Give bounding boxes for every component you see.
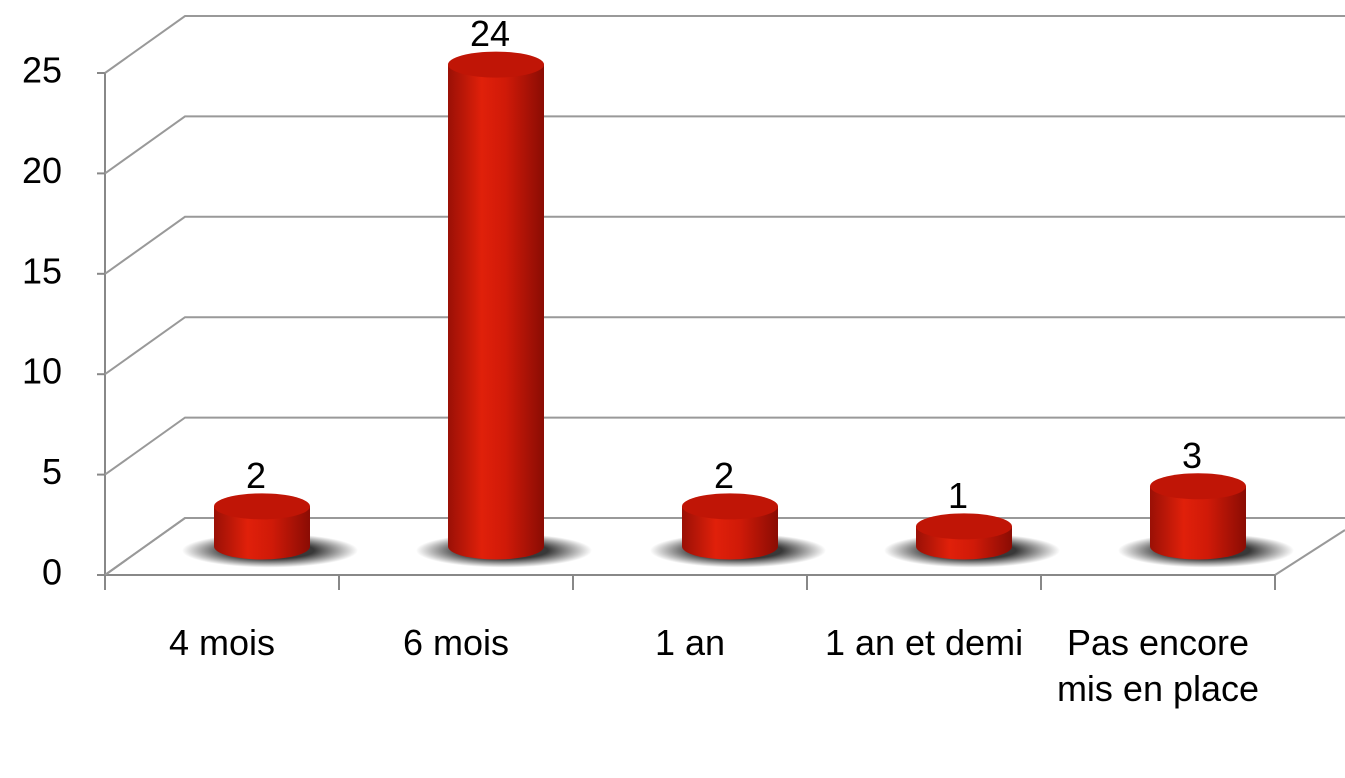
x-tick-label: Pas encore mis en place bbox=[1056, 622, 1260, 709]
y-tick-label: 15 bbox=[22, 250, 62, 291]
bar bbox=[214, 493, 310, 560]
grid-line bbox=[104, 215, 1345, 275]
value-label: 2 bbox=[246, 455, 266, 496]
bar bbox=[916, 513, 1012, 560]
value-label: 2 bbox=[714, 455, 734, 496]
bar bbox=[682, 493, 778, 560]
y-tick-label: 25 bbox=[22, 50, 62, 91]
y-tick-label: 0 bbox=[42, 552, 62, 593]
grid-line bbox=[104, 416, 1345, 476]
y-tick-label: 20 bbox=[22, 150, 62, 191]
bar bbox=[448, 51, 544, 560]
value-label: 24 bbox=[470, 13, 510, 54]
value-label: 3 bbox=[1182, 435, 1202, 476]
bar-top bbox=[1150, 473, 1246, 500]
y-tick-label: 5 bbox=[42, 451, 62, 492]
x-tick-label: 1 an bbox=[654, 622, 726, 663]
x-tick-label: 4 mois bbox=[168, 622, 276, 663]
x-tick-label: 1 an et demi bbox=[824, 622, 1024, 663]
bar-top bbox=[214, 493, 310, 520]
x-tick-label: 6 mois bbox=[402, 622, 510, 663]
bar-top bbox=[916, 513, 1012, 540]
bar bbox=[1150, 473, 1246, 560]
bar-top bbox=[448, 51, 544, 78]
bar-body bbox=[448, 64, 544, 547]
bar-top bbox=[682, 493, 778, 520]
grid-line bbox=[104, 115, 1345, 175]
y-tick-label: 10 bbox=[22, 351, 62, 392]
value-label: 1 bbox=[948, 475, 968, 516]
grid-line bbox=[104, 15, 1345, 74]
grid-line bbox=[104, 316, 1345, 376]
floor-edge bbox=[1274, 529, 1345, 576]
